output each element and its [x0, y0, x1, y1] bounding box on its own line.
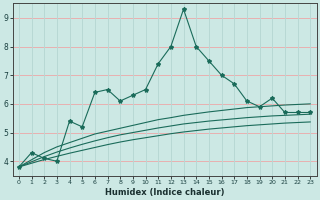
- X-axis label: Humidex (Indice chaleur): Humidex (Indice chaleur): [105, 188, 224, 197]
